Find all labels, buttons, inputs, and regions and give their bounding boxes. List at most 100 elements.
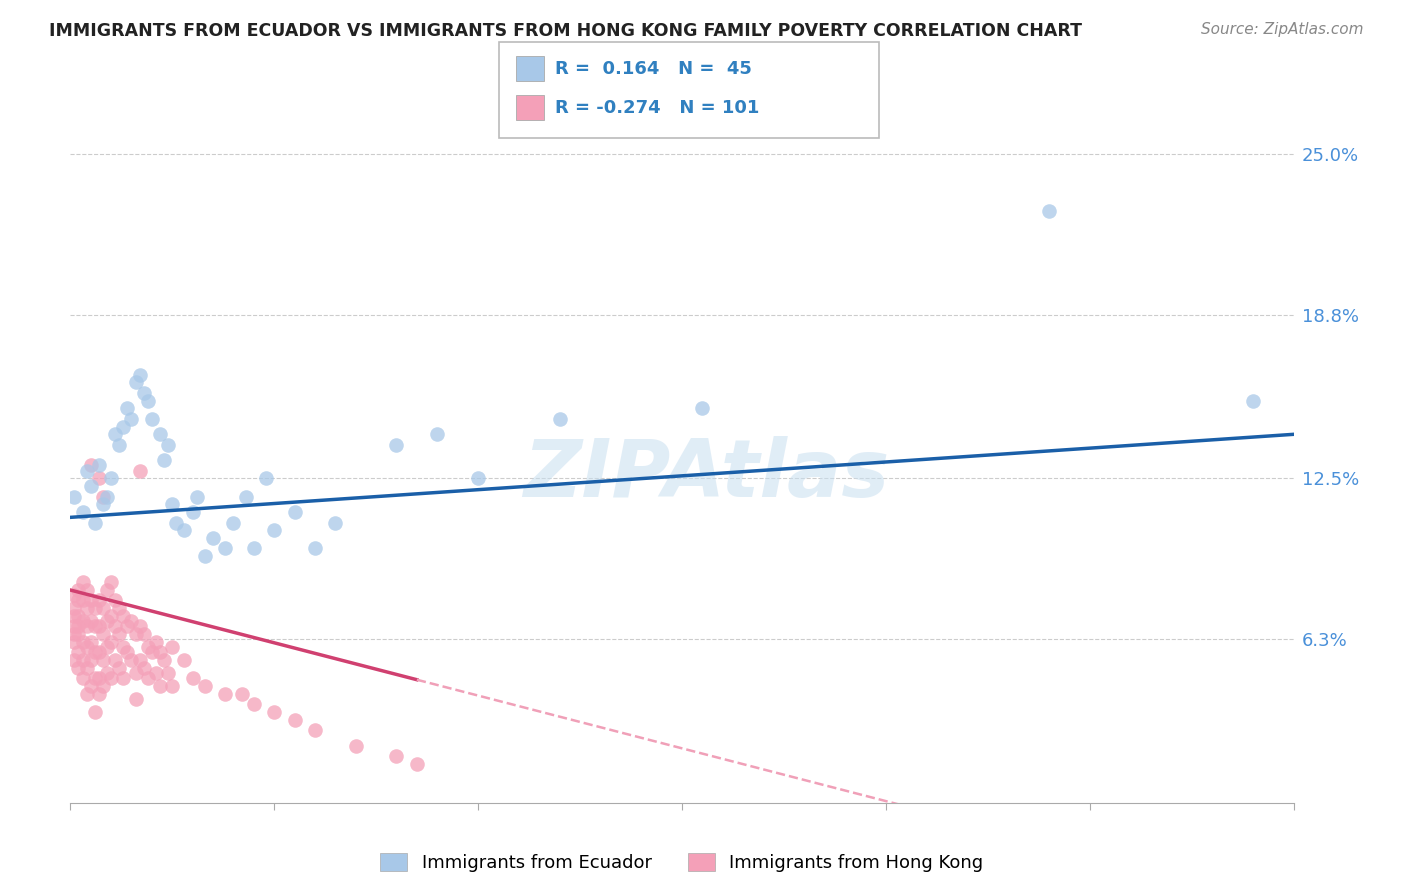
Point: [173, 524, 195, 538]
Point: [87, 645, 110, 659]
Point: [112, 671, 135, 685]
Point: [79, 635, 103, 649]
Point: [117, 619, 139, 633]
Point: [263, 705, 285, 719]
Point: [79, 653, 103, 667]
Point: [72, 575, 94, 590]
Point: [385, 749, 408, 764]
Point: [132, 627, 155, 641]
Point: [149, 645, 172, 659]
Point: [235, 490, 257, 504]
Point: [124, 627, 146, 641]
Point: [157, 438, 180, 452]
Point: [63, 588, 86, 602]
Point: [100, 635, 122, 649]
Point: [304, 541, 326, 556]
Point: [263, 524, 285, 538]
Point: [83, 619, 105, 633]
Point: [124, 692, 146, 706]
Point: [91, 627, 114, 641]
Point: [91, 653, 114, 667]
Point: [83, 645, 105, 659]
Point: [72, 593, 94, 607]
Point: [87, 671, 110, 685]
Point: [128, 619, 150, 633]
Point: [76, 687, 98, 701]
Point: [79, 614, 103, 628]
Point: [104, 427, 127, 442]
Point: [165, 516, 187, 530]
Point: [67, 619, 90, 633]
Point: [104, 593, 127, 607]
Point: [79, 458, 103, 473]
Point: [104, 653, 127, 667]
Point: [157, 666, 180, 681]
Point: [96, 640, 118, 654]
Point: [132, 385, 155, 400]
Point: [181, 671, 204, 685]
Point: [67, 609, 90, 624]
Point: [100, 471, 122, 485]
Point: [72, 505, 94, 519]
Point: [108, 661, 131, 675]
Point: [108, 601, 131, 615]
Point: [96, 490, 118, 504]
Point: [121, 653, 143, 667]
Point: [108, 438, 131, 452]
Point: [385, 438, 408, 452]
Point: [323, 516, 347, 530]
Point: [76, 601, 98, 615]
Point: [67, 627, 90, 641]
Point: [112, 609, 135, 624]
Point: [186, 490, 208, 504]
Point: [149, 427, 172, 442]
Point: [149, 679, 172, 693]
Point: [76, 661, 98, 675]
Point: [214, 541, 236, 556]
Point: [63, 653, 86, 667]
Point: [162, 640, 183, 654]
Point: [117, 401, 139, 416]
Point: [153, 653, 176, 667]
Point: [83, 601, 105, 615]
Point: [87, 687, 110, 701]
Point: [87, 471, 110, 485]
Point: [181, 505, 204, 519]
Point: [202, 531, 225, 545]
Point: [214, 687, 236, 701]
Point: [145, 635, 167, 649]
Point: [63, 627, 86, 641]
Point: [96, 582, 118, 597]
Point: [79, 479, 103, 493]
Point: [304, 723, 326, 738]
Point: [128, 653, 150, 667]
Point: [83, 671, 105, 685]
Point: [112, 640, 135, 654]
Point: [87, 593, 110, 607]
Point: [222, 516, 245, 530]
Point: [104, 619, 127, 633]
Point: [76, 582, 98, 597]
Point: [117, 645, 139, 659]
Point: [100, 609, 122, 624]
Point: [67, 661, 90, 675]
Point: [79, 679, 103, 693]
Point: [67, 582, 90, 597]
Point: [96, 666, 118, 681]
Point: [83, 516, 105, 530]
Point: [83, 705, 105, 719]
Point: [67, 645, 90, 659]
Point: [231, 687, 253, 701]
Point: [141, 645, 163, 659]
Legend: Immigrants from Ecuador, Immigrants from Hong Kong: Immigrants from Ecuador, Immigrants from…: [373, 846, 991, 880]
Point: [72, 671, 94, 685]
Point: [76, 640, 98, 654]
Point: [136, 671, 159, 685]
Point: [406, 756, 429, 771]
Point: [100, 671, 122, 685]
Point: [72, 614, 94, 628]
Point: [96, 614, 118, 628]
Point: [136, 640, 159, 654]
Text: R =  0.164   N =  45: R = 0.164 N = 45: [555, 60, 752, 78]
Point: [91, 497, 114, 511]
